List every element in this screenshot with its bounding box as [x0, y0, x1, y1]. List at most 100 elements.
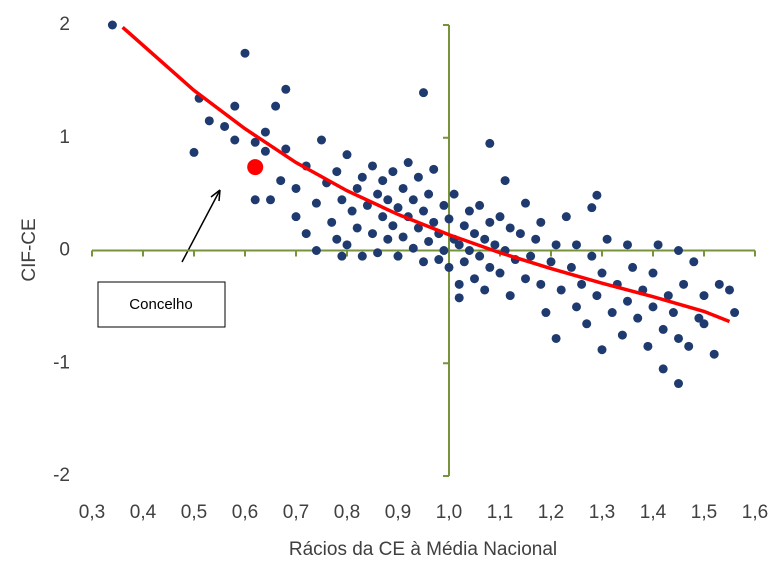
scatter-point	[597, 268, 607, 278]
scatter-point	[327, 217, 337, 227]
scatter-point	[317, 135, 326, 145]
scatter-point	[403, 158, 413, 168]
scatter-point	[373, 189, 383, 199]
scatter-point	[577, 279, 587, 289]
scatter-point	[551, 333, 561, 343]
scatter-point	[291, 212, 301, 222]
scatter-point	[536, 279, 546, 289]
scatter-point	[490, 240, 500, 250]
scatter-point	[480, 234, 490, 244]
scatter-point	[689, 257, 699, 267]
scatter-point	[424, 236, 434, 246]
y-tick-label: -1	[53, 352, 70, 373]
scatter-point	[230, 135, 240, 145]
scatter-point	[250, 195, 260, 205]
scatter-point	[388, 167, 398, 177]
scatter-point	[587, 251, 597, 261]
scatter-point	[378, 212, 388, 222]
scatter-point	[597, 345, 607, 355]
scatter-point	[730, 308, 740, 318]
scatter-point	[505, 291, 515, 301]
scatter-point	[709, 349, 719, 359]
scatter-point	[628, 262, 638, 272]
scatter-point	[607, 308, 617, 318]
scatter-point	[668, 308, 678, 318]
y-tick-label: 2	[59, 14, 70, 35]
scatter-point	[332, 234, 342, 244]
scatter-point	[679, 279, 689, 289]
scatter-point	[424, 189, 434, 199]
x-tick-label: 1,0	[436, 502, 462, 523]
annotation: Concelho	[129, 296, 192, 313]
scatter-point	[623, 240, 632, 250]
scatter-point	[658, 364, 668, 374]
scatter-point	[556, 285, 566, 295]
x-axis-label: Rácios da CE à Média Nacional	[289, 539, 557, 560]
scatter-point	[470, 229, 479, 239]
scatter-point	[526, 251, 536, 261]
scatter-point	[551, 240, 561, 250]
annotation-box	[97, 281, 226, 328]
scatter-point	[398, 183, 408, 193]
scatter-point	[266, 195, 275, 205]
scatter-point	[699, 291, 709, 301]
scatter-point	[220, 121, 230, 131]
scatter-point	[572, 240, 581, 250]
scatter-point	[352, 223, 362, 233]
scatter-point	[674, 246, 683, 255]
scatter-point	[566, 262, 576, 272]
scatter-point	[674, 333, 683, 343]
scatter-point	[485, 138, 495, 148]
x-tick-label: 1,6	[742, 502, 768, 523]
scatter-point	[337, 251, 347, 261]
x-tick-label: 0,8	[334, 502, 360, 523]
scatter-point	[475, 251, 485, 261]
scatter-point	[633, 313, 643, 323]
trend-line	[121, 25, 731, 324]
scatter-point	[485, 217, 495, 227]
scatter-point	[429, 217, 439, 227]
scatter-point	[393, 203, 403, 213]
arrow-head	[210, 189, 221, 202]
scatter-point	[658, 324, 668, 334]
scatter-point	[684, 341, 694, 351]
scatter-point	[617, 330, 627, 340]
scatter-point	[500, 176, 510, 186]
scatter-point	[250, 137, 260, 147]
scatter-point	[587, 203, 597, 213]
scatter-point	[378, 176, 388, 186]
scatter-point	[413, 172, 423, 182]
scatter-point	[230, 101, 240, 111]
scatter-point	[725, 285, 734, 295]
scatter-point	[495, 268, 505, 278]
scatter-point	[311, 246, 321, 255]
scatter-point	[623, 296, 632, 306]
scatter-point	[459, 257, 469, 267]
scatter-point	[459, 221, 469, 231]
scatter-point	[373, 248, 383, 258]
scatter-point	[648, 302, 658, 312]
scatter-point	[368, 161, 377, 171]
scatter-point	[311, 198, 321, 208]
scatter-point	[572, 302, 581, 312]
scatter-point	[699, 319, 709, 329]
scatter-point	[352, 183, 362, 193]
scatter-point	[271, 101, 281, 111]
scatter-point	[663, 291, 673, 301]
x-tick-label: 0,4	[130, 502, 157, 523]
scatter-point	[240, 48, 250, 58]
scatter-point	[368, 229, 377, 239]
x-tick-label: 0,9	[385, 502, 411, 523]
scatter-point	[454, 293, 464, 303]
x-tick-label: 1,3	[589, 502, 615, 523]
scatter-point	[602, 234, 612, 244]
scatter-point	[648, 268, 658, 278]
scatter-point	[592, 291, 602, 301]
x-tick-label: 0,7	[283, 502, 309, 523]
scatter-point	[444, 214, 454, 224]
scatter-point	[342, 240, 352, 250]
scatter-point	[107, 20, 117, 30]
scatter-point	[674, 379, 683, 389]
scatter-point	[281, 144, 291, 154]
scatter-point	[643, 341, 653, 351]
